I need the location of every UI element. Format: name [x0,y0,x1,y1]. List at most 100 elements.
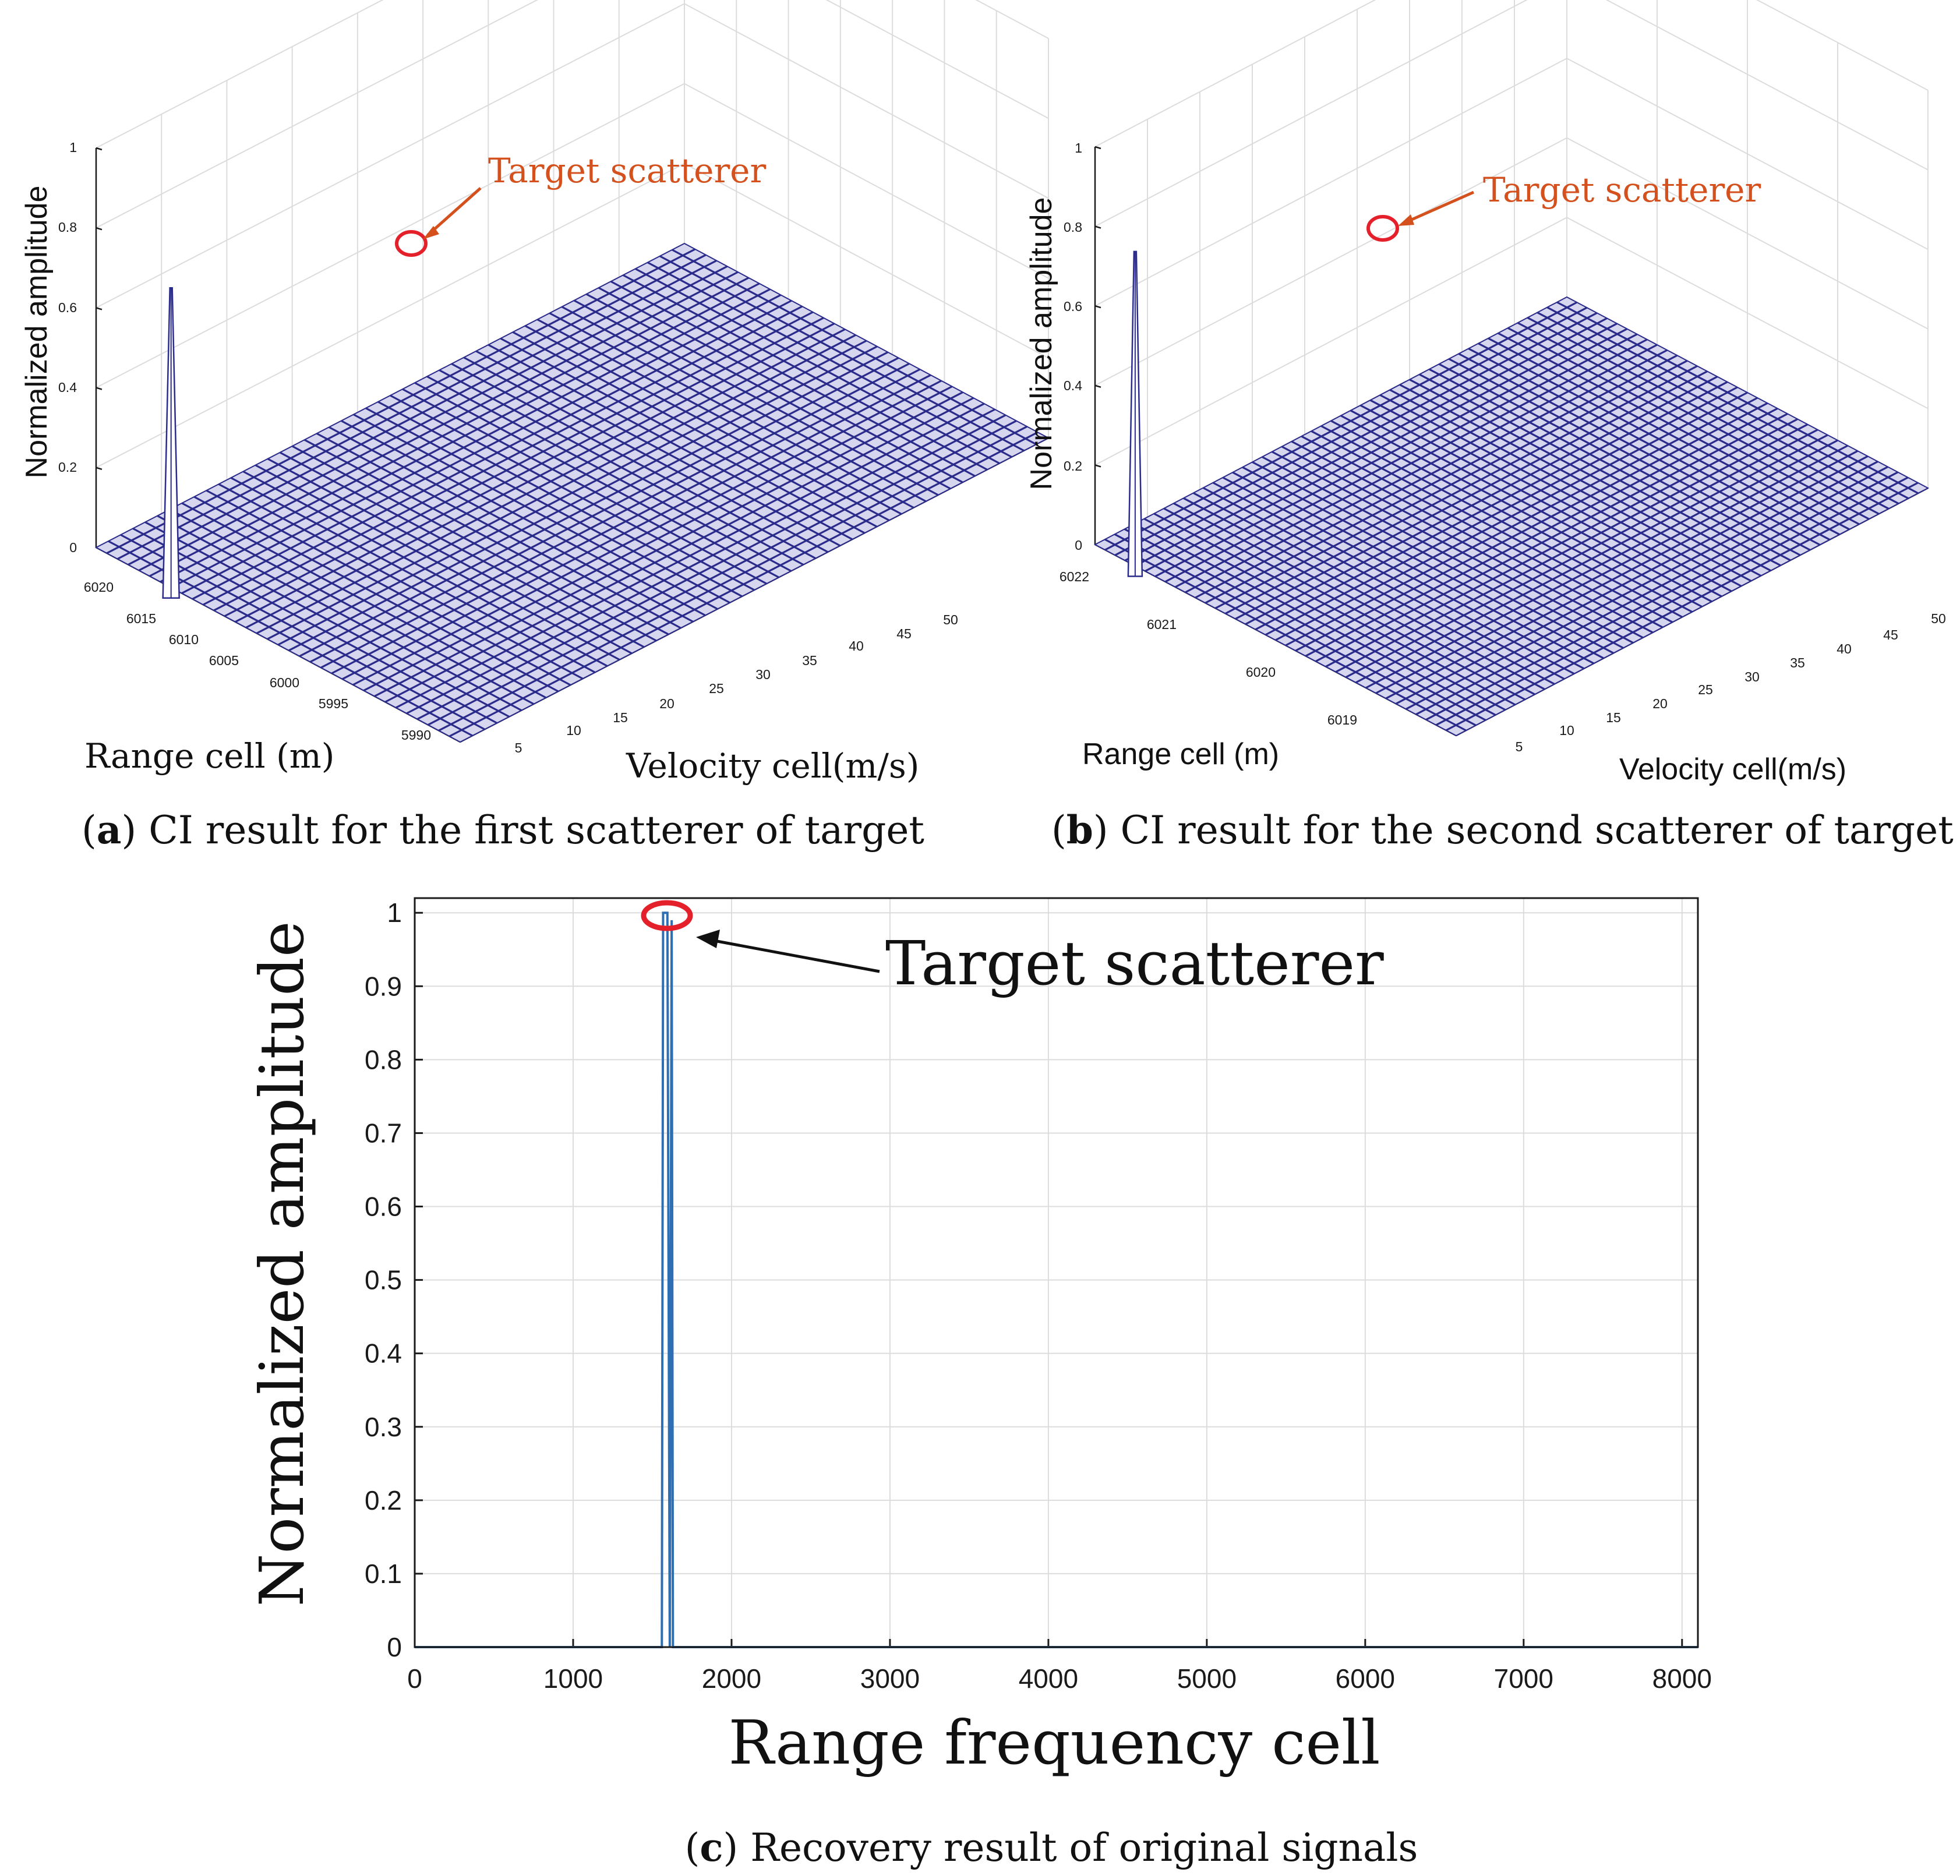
panel-c-y-tick-label: 0.5 [365,1265,402,1295]
panel-b-range-tick: 6020 [1246,665,1276,680]
caption-c-text: ) Recovery result of original signals [723,1825,1418,1870]
panel-a-annotation-arrow [426,187,482,236]
panel-b-ztick: 0.4 [1064,378,1082,393]
a-mesh-line [106,248,696,554]
panel-b-ylabel: Velocity cell(m/s) [1619,752,1846,786]
b-mesh-line [1245,376,1718,626]
a-z-tickmark [96,387,103,390]
a-mesh-line [363,386,953,692]
a-mesh-line [128,260,717,566]
b-mesh-line [1305,407,1778,657]
b-mesh-line [1235,370,1708,620]
a-mesh-line [267,334,856,640]
panel-b-velocity-tick: 40 [1837,641,1852,656]
b-z-tickmark [1094,225,1101,229]
caption-a: (a) CI result for the first scatterer of… [82,807,924,853]
panel-c-plot-frame [414,897,1699,1648]
panel-a-annotation: Target scatterer [488,151,767,190]
caption-b-letter: b [1066,807,1093,853]
panel-b-velocity-tick: 25 [1698,682,1713,697]
a-mesh-line [438,425,1027,732]
panel-c-x-tick-label: 0 [407,1663,422,1694]
panel-a-ylabel: Velocity cell(m/s) [626,746,919,786]
b-mesh-line [1285,397,1758,646]
b-mesh-line [1114,306,1588,556]
panel-a-velocity-tick: 20 [659,696,674,711]
a-mesh-line [149,271,739,577]
panel-c-x-tick-label: 1000 [543,1663,603,1694]
panel-c-highlight-circle [641,900,693,931]
panel-c-y-tick-label: 0.6 [365,1192,402,1222]
panel-c-series-line [415,911,1698,1648]
panel-a-velocity-tick: 5 [515,740,522,755]
b-mesh-line [1385,450,1859,699]
a-mesh-line [256,328,846,634]
panel-c-x-tick-label: 8000 [1652,1663,1712,1694]
b-mesh-line [1195,349,1668,599]
panel-c: 0 1000 2000 3000 4000 5000 6000 7000 8000 0 0.1 0.2… [246,897,1712,1778]
a-mesh-line [288,345,878,652]
panel-b-peak [1127,250,1143,577]
b-mesh-line [1145,323,1618,572]
a-mesh-line [384,397,974,703]
panel-a-ztick: 1 [69,140,77,155]
caption-b: (b) CI result for the second scatterer o… [1051,807,1954,853]
a-mesh-line [170,282,760,589]
a-z-tickmark [96,147,103,151]
b-mesh-line [1124,312,1598,561]
b-mesh-line [1205,354,1678,604]
a-mesh-line [117,254,707,560]
a-mesh-line [416,414,1007,720]
a-mesh-line [299,351,888,658]
a-mesh-line [309,357,899,663]
a-mesh-line [320,362,910,669]
caption-a-text: ) CI result for the first scatterer of t… [122,808,924,853]
a-z-tickmark [96,307,103,310]
b-mesh-line [1375,444,1848,694]
a-mesh-line [352,380,942,686]
a-mesh-line [160,277,750,583]
panel-a-peak [162,287,180,599]
b-mesh-line [1345,429,1818,679]
panel-c-ylabel: Normalized amplitude [246,921,317,1606]
panel-b-highlight-circle [1366,215,1399,242]
panel-a-range-tick: 6015 [126,611,156,626]
a-mesh-line [203,299,792,606]
panel-a-range-tick: 6020 [84,580,114,595]
a-mesh-line [342,374,931,680]
caption-c: (c) Recovery result of original signals [685,1825,1418,1870]
panel-a-velocity-tick: 25 [709,681,724,696]
a-z-tickmark [96,467,103,470]
b-mesh-line [1185,344,1658,593]
panel-b-ztick: 0 [1075,538,1082,553]
a-mesh-line [138,265,728,571]
panel-c-annotation: Target scatterer [885,928,1384,999]
panel-c-y-tick-label: 1 [387,898,402,928]
panel-c-x-tick-label: 7000 [1494,1663,1553,1694]
panel-a: 0 0.2 0.4 0.6 0.8 1 6020 6015 6010 6005 … [20,0,1050,786]
panel-b-xlabel: Range cell (m) [1082,737,1279,771]
a-mesh-line [374,391,963,697]
b-mesh-line [1395,455,1869,705]
panel-c-xlabel: Range frequency cell [728,1707,1380,1778]
panel-c-y-tick-label: 0.8 [365,1044,402,1075]
b-mesh-line [1175,338,1648,588]
a-mesh-line [448,431,1039,737]
panel-b-ztick: 0.8 [1064,220,1082,235]
panel-b-range-tick: 6022 [1060,569,1089,584]
panel-a-velocity-tick: 45 [896,626,912,641]
panel-c-x-tick-label: 5000 [1177,1663,1237,1694]
panel-a-range-tick: 5990 [401,727,431,743]
panel-a-ztick: 0.2 [58,460,77,475]
panel-a-surface [94,242,1050,743]
panel-a-zlabel: Normalized amplitude [20,186,54,479]
panel-c-y-tick-label: 0.1 [365,1559,402,1589]
a-mesh-line [395,402,985,709]
panel-c-series [415,911,1698,1648]
b-mesh-line [1325,418,1798,667]
panel-a-range-tick: 5995 [319,696,348,711]
panel-b-surface [1093,296,1930,737]
b-mesh-line [1335,423,1809,673]
b-mesh-line [1446,482,1919,732]
panel-b-arrowhead [1398,214,1414,226]
